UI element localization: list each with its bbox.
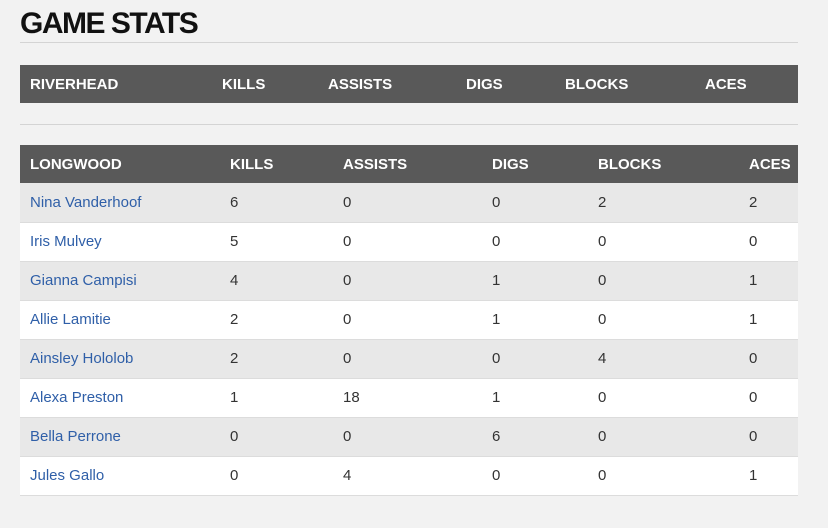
blocks-header: BLOCKS [588,145,739,183]
table-row: Nina Vanderhoof 6 0 0 2 2 [20,183,798,223]
aces-header: ACES [695,65,798,103]
assists-cell: 0 [333,300,482,340]
blocks-cell: 0 [588,417,739,457]
digs-cell: 1 [482,300,588,340]
blocks-cell: 4 [588,339,739,379]
digs-cell: 0 [482,183,588,223]
riverhead-stats-table: RIVERHEAD KILLS ASSISTS DIGS BLOCKS ACES [20,65,798,103]
aces-cell: 1 [739,261,798,301]
table-header-row: RIVERHEAD KILLS ASSISTS DIGS BLOCKS ACES [20,65,798,103]
digs-cell: 0 [482,456,588,496]
player-name-link[interactable]: Alexa Preston [20,378,220,418]
aces-cell: 0 [739,417,798,457]
kills-cell: 0 [220,456,333,496]
kills-cell: 0 [220,417,333,457]
player-name-link[interactable]: Jules Gallo [20,456,220,496]
table-row: Ainsley Hololob 2 0 0 4 0 [20,339,798,379]
aces-header: ACES [739,145,798,183]
aces-cell: 0 [739,222,798,262]
digs-cell: 0 [482,222,588,262]
player-name-link[interactable]: Gianna Campisi [20,261,220,301]
digs-cell: 1 [482,378,588,418]
table-row: Bella Perrone 0 0 6 0 0 [20,417,798,457]
assists-header: ASSISTS [333,145,482,183]
player-name-link[interactable]: Allie Lamitie [20,300,220,340]
assists-cell: 18 [333,378,482,418]
digs-cell: 6 [482,417,588,457]
table-row: Allie Lamitie 2 0 1 0 1 [20,300,798,340]
team-name-header: RIVERHEAD [20,65,212,103]
kills-cell: 1 [220,378,333,418]
digs-header: DIGS [456,65,555,103]
kills-cell: 6 [220,183,333,223]
assists-cell: 0 [333,339,482,379]
game-stats-container: GAME STATS RIVERHEAD KILLS ASSISTS DIGS … [20,0,798,496]
player-name-link[interactable]: Ainsley Hololob [20,339,220,379]
page-title: GAME STATS [20,7,199,40]
player-name-link[interactable]: Bella Perrone [20,417,220,457]
table-row: Iris Mulvey 5 0 0 0 0 [20,222,798,262]
assists-cell: 0 [333,183,482,223]
table-row: Alexa Preston 1 18 1 0 0 [20,378,798,418]
kills-header: KILLS [220,145,333,183]
kills-cell: 2 [220,339,333,379]
blocks-cell: 0 [588,300,739,340]
digs-cell: 0 [482,339,588,379]
blocks-cell: 0 [588,261,739,301]
blocks-cell: 0 [588,456,739,496]
aces-cell: 0 [739,339,798,379]
player-name-link[interactable]: Iris Mulvey [20,222,220,262]
divider [20,124,798,125]
table-row: Jules Gallo 0 4 0 0 1 [20,456,798,496]
kills-cell: 2 [220,300,333,340]
aces-cell: 1 [739,300,798,340]
kills-cell: 5 [220,222,333,262]
table-header-row: LONGWOOD KILLS ASSISTS DIGS BLOCKS ACES [20,145,798,183]
player-name-link[interactable]: Nina Vanderhoof [20,183,220,223]
assists-cell: 0 [333,222,482,262]
team-name-header: LONGWOOD [20,145,220,183]
assists-cell: 4 [333,456,482,496]
blocks-header: BLOCKS [555,65,695,103]
assists-cell: 0 [333,261,482,301]
longwood-stats-table: LONGWOOD KILLS ASSISTS DIGS BLOCKS ACES … [20,145,798,496]
assists-cell: 0 [333,417,482,457]
kills-cell: 4 [220,261,333,301]
digs-cell: 1 [482,261,588,301]
kills-header: KILLS [212,65,318,103]
aces-cell: 2 [739,183,798,223]
aces-cell: 1 [739,456,798,496]
table-row: Gianna Campisi 4 0 1 0 1 [20,261,798,301]
aces-cell: 0 [739,378,798,418]
divider [20,42,798,43]
blocks-cell: 0 [588,222,739,262]
blocks-cell: 0 [588,378,739,418]
digs-header: DIGS [482,145,588,183]
blocks-cell: 2 [588,183,739,223]
longwood-stats-body: Nina Vanderhoof 6 0 0 2 2 Iris Mulvey 5 0 0 0 0 Gian… [20,183,798,496]
assists-header: ASSISTS [318,65,456,103]
